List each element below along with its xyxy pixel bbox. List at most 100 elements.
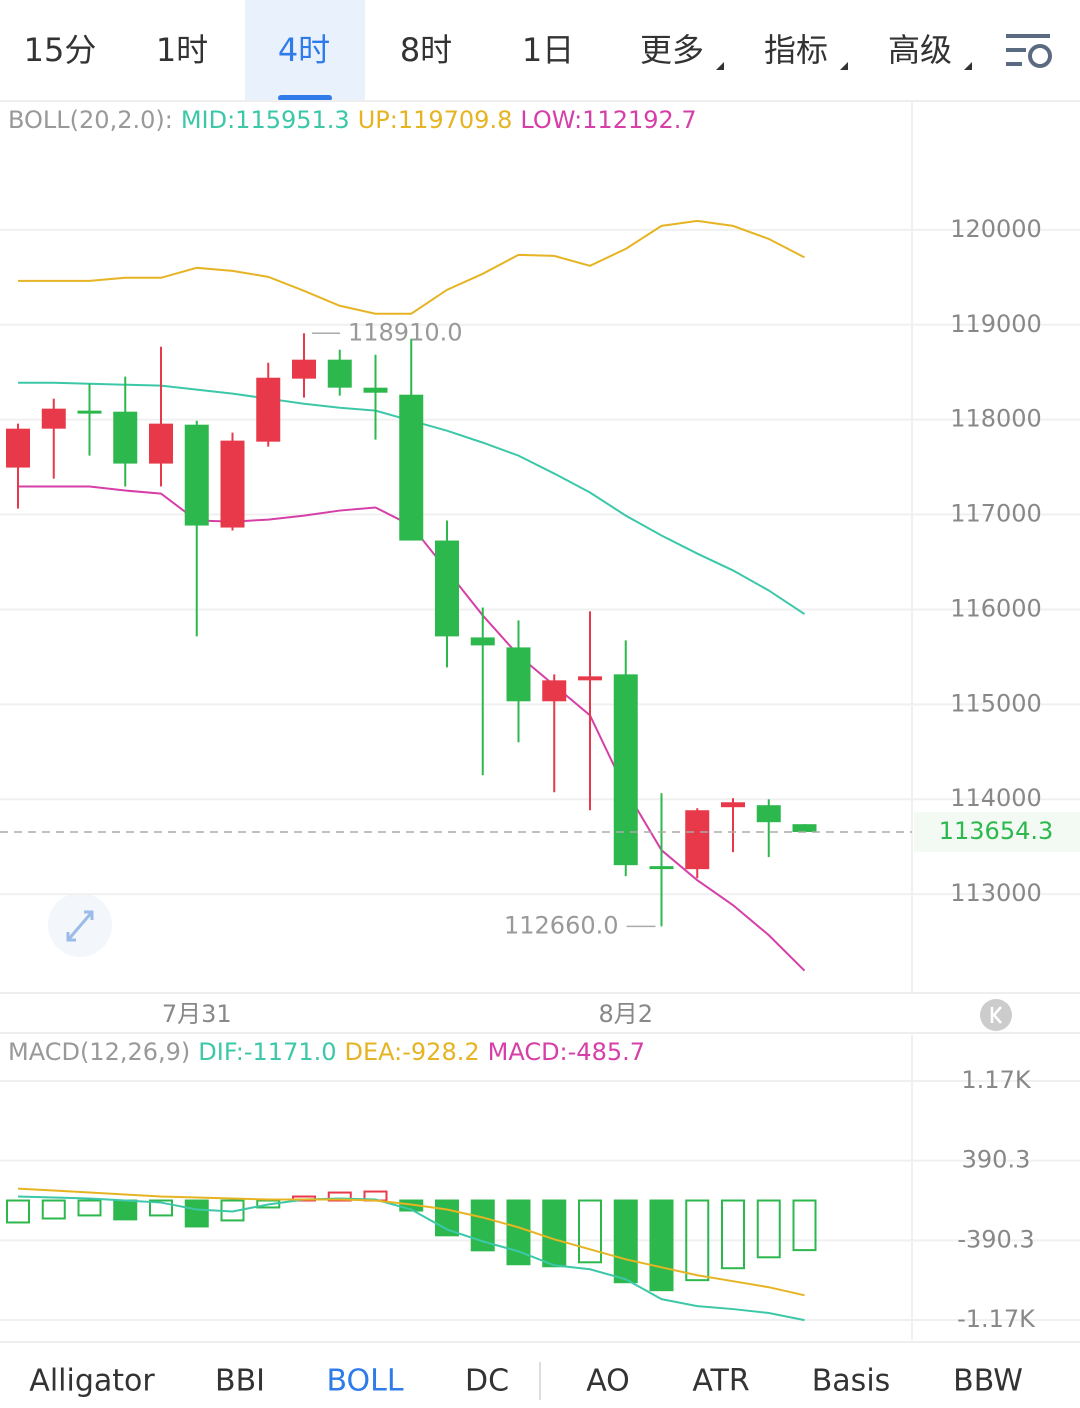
- indicator-line: [17, 1195, 805, 1322]
- candle-body: [470, 637, 495, 646]
- y-tick-label: 116000: [950, 594, 1042, 622]
- indicator-tab[interactable]: BBI: [215, 1364, 265, 1399]
- macd-bar: [6, 1199, 30, 1224]
- legend-entry: LOW:112192.7: [520, 106, 696, 134]
- macd-bar: [649, 1199, 674, 1292]
- x-tick-label: 8月2: [598, 1000, 653, 1028]
- candle-body: [756, 805, 781, 823]
- annotation-label: 118910.0: [348, 318, 463, 346]
- macd-bar: [721, 1199, 745, 1270]
- candle-body: [435, 540, 459, 637]
- macd-bar: [685, 1199, 710, 1282]
- legend-title: BOLL(20,2.0):: [8, 106, 173, 134]
- y-tick-label: 113000: [950, 879, 1042, 907]
- candle-body: [649, 866, 674, 870]
- candle-body: [506, 647, 531, 702]
- legend: BOLL(20,2.0): MID:115951.3 UP:119709.8 LOW:…: [8, 106, 697, 134]
- scroll-latest-button[interactable]: [980, 999, 1012, 1031]
- button-icon: [990, 1006, 1002, 1024]
- candle-body: [399, 394, 424, 541]
- dropdown-caret: [716, 62, 724, 70]
- tab[interactable]: 15分: [24, 31, 97, 69]
- candle-body: [363, 387, 388, 393]
- y-tick-label: -390.3: [957, 1225, 1034, 1253]
- y-tick-label: -1.17K: [957, 1305, 1036, 1333]
- indicator-tab[interactable]: BBW: [953, 1364, 1023, 1399]
- legend-entry: DIF:-1171.0: [198, 1038, 336, 1066]
- candle-body: [685, 810, 710, 870]
- macd-bar: [542, 1199, 567, 1268]
- candle-body: [542, 680, 567, 702]
- tab[interactable]: 1时: [156, 31, 208, 69]
- candle-body: [792, 824, 817, 833]
- macd-bar: [184, 1199, 209, 1228]
- y-tick-label: 120000: [950, 215, 1042, 243]
- tab[interactable]: 更多: [640, 31, 704, 69]
- tab[interactable]: 高级: [888, 31, 952, 69]
- tab[interactable]: 4时: [278, 31, 330, 69]
- candle-body: [327, 359, 352, 388]
- y-tick-label: 390.3: [962, 1146, 1031, 1174]
- macd-bar: [327, 1191, 352, 1202]
- active-tab-bg: [245, 0, 365, 100]
- indicator-tab[interactable]: BOLL: [326, 1364, 403, 1399]
- dropdown-caret: [840, 62, 848, 70]
- indicator-line: [17, 1187, 805, 1297]
- macd-bar: [756, 1199, 781, 1259]
- expand-button[interactable]: [48, 893, 112, 957]
- button-bg: [980, 999, 1012, 1031]
- macd-bar: [77, 1199, 102, 1217]
- last-price-label: 113654.3: [939, 817, 1054, 845]
- legend-entry: MACD:-485.7: [488, 1038, 645, 1066]
- tab[interactable]: 8时: [400, 31, 452, 69]
- macd-bar: [149, 1199, 173, 1217]
- indicator-line: [18, 219, 805, 315]
- macd-bar: [613, 1199, 638, 1284]
- dropdown-caret: [964, 62, 972, 70]
- y-tick-label: 1.17K: [961, 1066, 1031, 1094]
- legend-entry: DEA:-928.2: [345, 1038, 480, 1066]
- indicator-tab[interactable]: DC: [465, 1364, 509, 1399]
- active-tab-underline: [278, 95, 332, 101]
- y-tick-label: 118000: [950, 405, 1042, 433]
- legend-entry: MID:115951.3: [181, 106, 350, 134]
- y-tick-label: 119000: [950, 310, 1042, 338]
- indicator-tab[interactable]: ATR: [692, 1364, 749, 1399]
- annotation-label: 112660.0: [504, 911, 619, 939]
- indicator-tab[interactable]: Basis: [812, 1364, 891, 1399]
- y-tick-label: 115000: [950, 689, 1042, 717]
- candle-body: [292, 359, 316, 379]
- indicator-tab[interactable]: AO: [586, 1364, 630, 1399]
- candle-body: [578, 676, 602, 681]
- candle-body: [149, 423, 173, 464]
- macd-bar: [506, 1199, 531, 1266]
- candle-body: [220, 440, 245, 528]
- macd-bar: [113, 1199, 138, 1221]
- y-tick-label: 117000: [950, 500, 1042, 528]
- macd-bar: [470, 1199, 495, 1252]
- y-tick-label: 114000: [950, 784, 1042, 812]
- tab[interactable]: 指标: [764, 31, 828, 69]
- legend: MACD(12,26,9) DIF:-1171.0 DEA:-928.2 MACD:-…: [8, 1038, 645, 1066]
- x-tick-label: 7月31: [162, 1000, 232, 1028]
- legend-entry: UP:119709.8: [358, 106, 513, 134]
- macd-bar: [256, 1199, 281, 1209]
- macd-bar: [792, 1199, 817, 1252]
- candle-body: [41, 408, 66, 429]
- candle-body: [613, 674, 638, 866]
- candle-body: [256, 377, 281, 442]
- macd-bar: [578, 1199, 602, 1264]
- settings-icon[interactable]: [1006, 34, 1052, 68]
- expand-icon: [66, 910, 94, 942]
- icon-gear: [1028, 44, 1052, 68]
- indicator-tab[interactable]: Alligator: [29, 1364, 155, 1399]
- tab[interactable]: 1日: [522, 31, 574, 69]
- candle-body: [6, 428, 30, 468]
- legend-title: MACD(12,26,9): [8, 1038, 190, 1066]
- last-price-bg: [914, 812, 1080, 853]
- candle-body: [721, 802, 745, 808]
- candle-body: [77, 410, 102, 414]
- candle-body: [113, 411, 138, 464]
- macd-bar: [41, 1199, 66, 1220]
